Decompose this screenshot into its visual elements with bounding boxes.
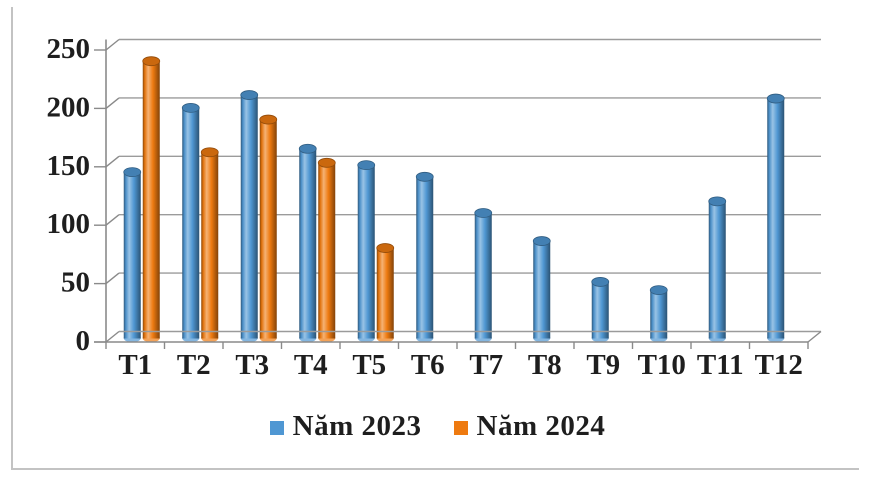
bar-t4-năm-2024 (317, 157, 336, 343)
y-axis-label: 50 (61, 267, 90, 299)
bar-top-cap (298, 143, 317, 154)
legend-label-nam-2023: Năm 2023 (292, 410, 422, 442)
bar-t1-năm-2024 (142, 56, 161, 343)
bar-top-cap (240, 90, 259, 100)
x-axis-label: T11 (697, 349, 744, 381)
bar-t12-năm-2023 (766, 93, 785, 343)
x-axis-label: T10 (638, 349, 686, 381)
y-gridline-depth-tick (105, 214, 120, 226)
bar-top-cap (142, 56, 161, 67)
y-gridline-depth-tick (105, 272, 120, 285)
bar-t9-năm-2023 (591, 277, 610, 343)
x-axis-label: T2 (177, 349, 211, 381)
x-axis-label: T6 (411, 349, 445, 381)
bar-top-cap (123, 167, 142, 178)
legend-swatch-nam-2023 (269, 421, 284, 435)
bar-body (318, 162, 336, 339)
x-axis-label: T9 (586, 349, 620, 381)
bar-body (767, 98, 785, 339)
bar-body (416, 176, 434, 339)
x-axis-label: T7 (469, 349, 503, 381)
y-axis-label: 0 (76, 325, 91, 357)
y-axis-label: 200 (47, 91, 91, 123)
y-gridline-depth-tick (105, 38, 120, 51)
bar-top-cap (532, 236, 551, 246)
legend-item-nam-2024: Năm 2024 (453, 410, 606, 442)
bar-body (182, 107, 200, 339)
y-gridline-depth-tick (105, 155, 120, 168)
x-axis-label: T5 (352, 349, 386, 381)
bars (123, 56, 785, 343)
bar-top-cap (357, 160, 376, 171)
bar-t2-năm-2024 (200, 147, 219, 343)
y-axis-label: 250 (47, 33, 91, 65)
bar-body (201, 152, 219, 339)
x-axis-label: T1 (118, 349, 152, 381)
bar-top-cap (708, 196, 727, 207)
bar-top-cap (200, 147, 219, 158)
bar-body (708, 201, 726, 339)
bar-top-cap (317, 157, 336, 168)
x-axis-label: T8 (528, 349, 562, 381)
bar-t7-năm-2023 (474, 208, 493, 343)
y-axis-label: 100 (47, 208, 91, 240)
bar-body (474, 213, 492, 339)
y-gridlines: 0 50 100 150 200 250 (47, 33, 821, 357)
bar-top-cap (766, 93, 785, 104)
bar-t6-năm-2023 (415, 171, 434, 343)
bar-top-cap (649, 285, 668, 296)
bar-body (533, 241, 551, 339)
bar-t11-năm-2023 (708, 196, 727, 343)
bar-body (650, 290, 668, 339)
x-axis-label: T3 (235, 349, 269, 381)
y-gridline-depth-tick (105, 330, 120, 343)
floor-right-edge (807, 330, 822, 343)
legend-label-nam-2024: Năm 2024 (476, 410, 606, 442)
bar-t5-năm-2024 (376, 243, 395, 343)
bar-t4-năm-2023 (298, 143, 317, 343)
bar-body (142, 61, 160, 339)
bar-body (591, 281, 609, 339)
bar-t3-năm-2023 (240, 90, 259, 343)
bar-top-cap (415, 171, 434, 182)
x-axis-label: T4 (294, 349, 328, 381)
bar-body (299, 148, 317, 339)
bar-top-cap (376, 243, 395, 253)
x-axis-labels: T1 T2 T3 T4 T5 T6 T7 T8 T9 T10 T11 T12 (118, 349, 803, 381)
axes (94, 39, 822, 349)
bar-top-cap (259, 114, 278, 125)
bar-t8-năm-2023 (532, 236, 551, 343)
x-axis-label: T12 (755, 349, 803, 381)
bar-top-cap (591, 277, 610, 287)
bar-body (259, 119, 277, 339)
legend-item-nam-2023: Năm 2023 (269, 410, 422, 442)
bar-body (376, 248, 394, 339)
bar-top-cap (181, 103, 200, 113)
chart-border-left (11, 7, 13, 470)
bar-t5-năm-2023 (357, 160, 376, 343)
bar-t3-năm-2024 (259, 114, 278, 343)
bar-body (357, 165, 375, 339)
chart-border-bottom (11, 468, 859, 470)
bar-t10-năm-2023 (649, 285, 668, 343)
bar-body (123, 172, 141, 339)
legend-swatch-nam-2024 (453, 421, 468, 435)
bar-top-cap (474, 208, 493, 218)
bar-t2-năm-2023 (181, 103, 200, 343)
y-gridline-depth-tick (105, 97, 120, 109)
bar-t1-năm-2023 (123, 167, 142, 343)
y-axis-label: 150 (47, 150, 91, 182)
bar-body (240, 95, 258, 339)
legend: Năm 2023 Năm 2024 (0, 412, 875, 441)
